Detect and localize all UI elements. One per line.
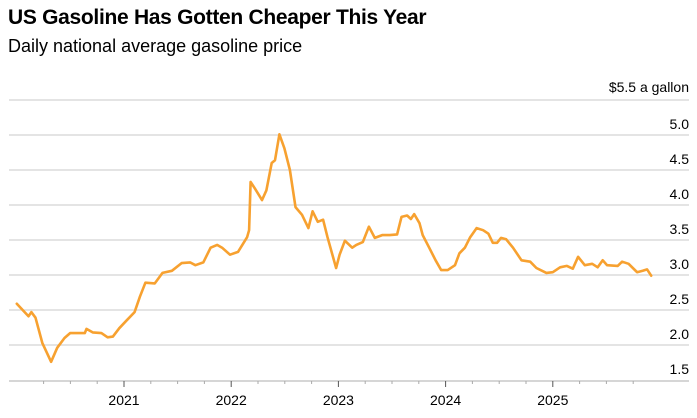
x-tick-label: 2025 [537, 392, 568, 408]
y-tick-label: 5.0 [670, 116, 690, 132]
y-tick-label: 3.0 [670, 256, 690, 272]
price-line [15, 133, 653, 364]
x-tick-label: 2022 [216, 392, 247, 408]
chart-subtitle: Daily national average gasoline price [8, 36, 303, 56]
x-tick-label: 2021 [108, 392, 139, 408]
x-tick-label: 2023 [323, 392, 354, 408]
y-axis-label: $5.5 a gallon [609, 79, 689, 95]
y-tick-label: 1.5 [670, 361, 690, 377]
y-tick-label: 2.0 [670, 326, 690, 342]
chart-title: US Gasoline Has Gotten Cheaper This Year [8, 6, 427, 29]
x-tick-label: 2024 [430, 392, 461, 408]
y-tick-label: 4.5 [670, 151, 690, 167]
y-tick-label: 2.5 [670, 291, 690, 307]
y-tick-label: 3.5 [670, 221, 690, 237]
y-tick-label: 4.0 [670, 186, 690, 202]
